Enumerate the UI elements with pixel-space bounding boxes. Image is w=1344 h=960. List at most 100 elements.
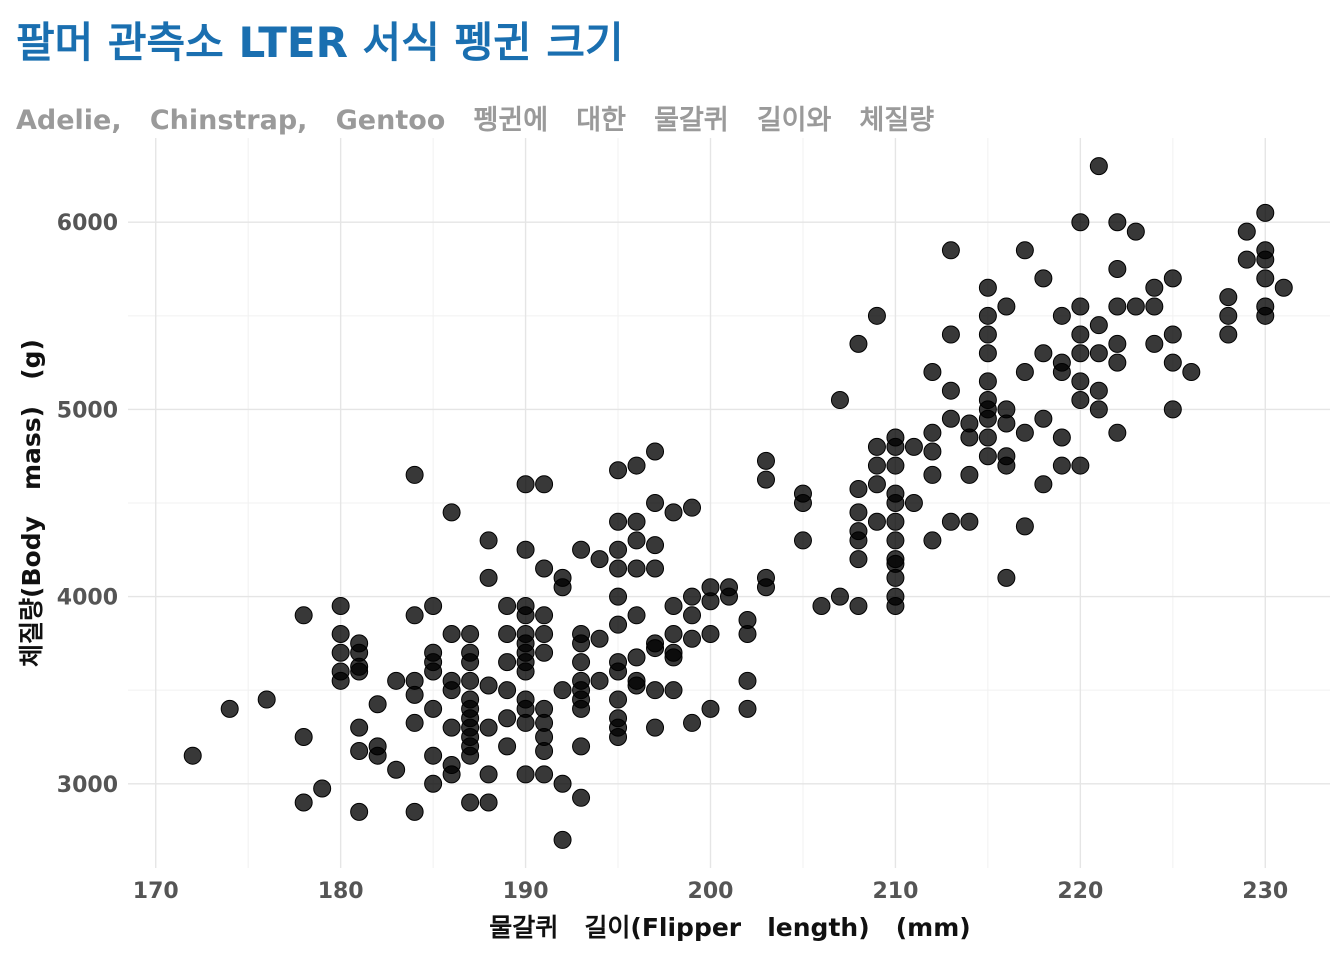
y-tick-label: 6000 [57, 211, 118, 236]
data-point [646, 681, 665, 700]
data-point [683, 713, 702, 732]
axis-ticks: 170 180 190 200 210 220 230 3000 4000 5000 6000 [57, 211, 1288, 904]
data-point [867, 512, 886, 531]
data-point [1237, 250, 1256, 269]
data-point [405, 606, 424, 625]
data-point [1108, 353, 1127, 372]
data-point [368, 695, 387, 714]
data-point [960, 428, 979, 447]
data-point [590, 550, 609, 569]
data-point [867, 437, 886, 456]
data-point [1015, 517, 1034, 536]
data-point [867, 306, 886, 325]
data-point [738, 699, 757, 718]
data-point [978, 344, 997, 363]
data-point [442, 765, 461, 784]
data-point [1034, 409, 1053, 428]
data-point [849, 479, 868, 498]
data-point [479, 568, 498, 587]
y-tick-label: 5000 [57, 398, 118, 423]
x-tick-label: 220 [1057, 879, 1103, 904]
data-point [646, 536, 665, 555]
data-point [941, 381, 960, 400]
data-point [664, 681, 683, 700]
data-point [535, 606, 554, 625]
data-point [442, 625, 461, 644]
data-point [1071, 391, 1090, 410]
data-point [535, 765, 554, 784]
data-point [960, 512, 979, 531]
data-point [405, 802, 424, 821]
data-point [609, 662, 628, 681]
data-point [941, 241, 960, 260]
data-point [923, 423, 942, 442]
data-point [1163, 400, 1182, 419]
data-point [498, 625, 517, 644]
data-point [886, 512, 905, 531]
data-point [498, 737, 517, 756]
data-point [720, 587, 738, 606]
data-point [387, 760, 406, 779]
data-point [535, 742, 554, 761]
data-point [1108, 297, 1127, 316]
data-point [886, 596, 905, 615]
x-tick-label: 210 [872, 879, 918, 904]
data-point [923, 531, 942, 550]
data-point [1052, 428, 1071, 447]
data-point [1274, 278, 1293, 297]
data-point [590, 671, 609, 690]
data-point [627, 606, 646, 625]
data-point [461, 671, 480, 690]
data-point [904, 494, 923, 512]
data-point [368, 746, 387, 765]
data-point [331, 596, 350, 615]
data-point [849, 503, 868, 522]
data-point [646, 442, 665, 461]
data-point [1256, 269, 1275, 288]
data-point [609, 559, 628, 578]
data-point [738, 671, 757, 690]
data-point [479, 531, 498, 550]
data-point [461, 625, 480, 644]
data-point [1163, 353, 1182, 372]
data-point [738, 625, 757, 644]
data-point [978, 372, 997, 391]
data-point [609, 540, 628, 559]
data-point [535, 559, 554, 578]
data-point [609, 690, 628, 709]
data-point [1219, 325, 1238, 344]
data-point [350, 802, 369, 821]
data-point [220, 699, 239, 718]
data-point [978, 306, 997, 325]
data-point [997, 414, 1016, 433]
data-point [849, 550, 868, 569]
data-point [424, 662, 443, 681]
data-point [1163, 269, 1182, 288]
data-point [424, 596, 443, 615]
data-point [313, 779, 332, 798]
data-point [553, 830, 572, 849]
data-point [1256, 250, 1275, 269]
data-point [1089, 381, 1108, 400]
data-point [1071, 297, 1090, 316]
data-point [978, 428, 997, 447]
data-point [1108, 334, 1127, 353]
data-point [886, 437, 905, 456]
data-point [1237, 222, 1256, 241]
data-point [849, 531, 868, 550]
x-tick-label: 170 [133, 879, 179, 904]
data-point [886, 456, 905, 475]
data-point [1145, 297, 1164, 316]
data-point [572, 634, 591, 653]
data-point [1034, 269, 1053, 288]
data-point [886, 494, 905, 512]
data-point [646, 639, 665, 658]
data-point [1256, 203, 1275, 222]
x-axis-title: 물갈퀴 길이(Flipper length) (mm) [489, 913, 970, 942]
data-point [683, 498, 702, 517]
data-point [1163, 325, 1182, 344]
y-axis-title: 체질량(Body mass) (g) [17, 339, 46, 667]
x-tick-label: 230 [1242, 879, 1288, 904]
data-point [997, 297, 1016, 316]
